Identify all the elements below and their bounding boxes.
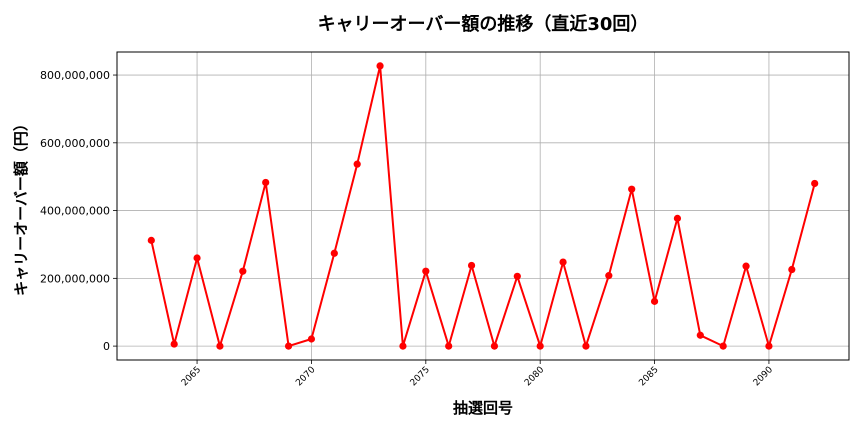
data-point-marker	[628, 185, 636, 193]
x-tick-label: 2075	[409, 365, 432, 388]
x-axis-label: 抽選回号	[453, 399, 513, 417]
data-point-marker	[582, 342, 590, 350]
x-tick-label: 2065	[180, 365, 203, 388]
data-point-marker	[696, 331, 704, 339]
data-point-marker	[788, 265, 796, 274]
y-tick-label: 800,000,000	[40, 69, 110, 82]
data-point-marker	[216, 342, 224, 350]
chart-title: キャリーオーバー額の推移（直近30回）	[318, 13, 649, 35]
data-point-marker	[284, 342, 293, 350]
data-point-marker	[719, 342, 727, 350]
data-point-marker	[742, 262, 750, 270]
data-series	[147, 62, 819, 350]
plot-frame	[116, 51, 850, 361]
data-point-marker	[147, 236, 155, 244]
x-tick-label: 2090	[752, 365, 775, 388]
data-point-marker	[513, 272, 521, 280]
data-point-marker	[170, 340, 178, 348]
data-point-marker	[559, 258, 567, 266]
y-tick-label: 600,000,000	[40, 137, 110, 150]
y-tick-label: 200,000,000	[40, 272, 110, 285]
data-point-marker	[605, 272, 613, 280]
data-point-marker	[376, 62, 384, 70]
data-point-marker	[239, 267, 247, 275]
data-point-marker	[765, 342, 773, 350]
data-point-marker	[353, 160, 361, 168]
data-point-marker	[467, 261, 476, 270]
x-axis-ticks: 2065 2070 2075 2080 2085 2090	[180, 360, 775, 388]
data-point-marker	[445, 342, 453, 350]
data-point-marker	[811, 179, 819, 188]
y-axis-label: キャリーオーバー額（円）	[12, 116, 30, 296]
data-point-marker	[399, 342, 407, 350]
data-point-marker	[650, 297, 659, 305]
data-point-marker	[490, 342, 499, 350]
data-point-marker	[673, 214, 682, 222]
x-tick-label: 2070	[294, 365, 317, 388]
series-line	[150, 64, 816, 348]
data-point-marker	[262, 178, 270, 187]
x-tick-label: 2080	[523, 365, 546, 388]
grid-lines	[117, 52, 849, 360]
y-tick-label: 0	[103, 340, 110, 353]
data-point-marker	[330, 249, 338, 257]
data-point-marker	[536, 342, 544, 350]
data-point-marker	[193, 254, 201, 262]
y-tick-label: 400,000,000	[40, 205, 110, 218]
data-point-marker	[422, 267, 430, 275]
data-point-marker	[307, 335, 316, 343]
y-axis-ticks: 0 200,000,000 400,000,000 600,000,000 800,00…	[40, 69, 117, 353]
x-tick-label: 2085	[637, 365, 660, 388]
